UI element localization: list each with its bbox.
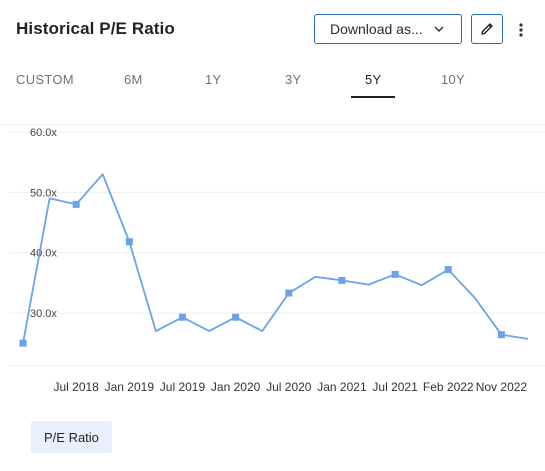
download-as-label: Download as... — [330, 21, 423, 37]
data-point[interactable] — [232, 313, 240, 321]
tab-5y[interactable]: 5Y — [365, 72, 382, 87]
x-tick-label: Jan 2020 — [211, 380, 261, 394]
data-point[interactable] — [285, 289, 293, 297]
data-point[interactable] — [497, 331, 505, 339]
legend-item-pe-ratio[interactable]: P/E Ratio — [31, 421, 112, 453]
tab-1y[interactable]: 1Y — [205, 72, 222, 87]
data-point[interactable] — [72, 200, 80, 208]
more-options-button[interactable] — [512, 18, 530, 42]
data-point[interactable] — [444, 266, 452, 274]
data-point[interactable] — [338, 276, 346, 284]
y-tick-label: 50.0x — [30, 187, 57, 199]
x-tick-label: Feb 2022 — [423, 380, 474, 394]
x-tick-label: Jul 2018 — [53, 380, 99, 394]
edit-button[interactable] — [471, 14, 503, 44]
tab-3y[interactable]: 3Y — [285, 72, 302, 87]
y-tick-label: 30.0x — [30, 308, 57, 320]
x-tick-label: Jan 2019 — [105, 380, 155, 394]
page-title: Historical P/E Ratio — [16, 19, 175, 38]
tabs-divider — [0, 124, 545, 125]
data-point[interactable] — [178, 313, 186, 321]
x-tick-label: Jan 2021 — [317, 380, 367, 394]
y-tick-label: 60.0x — [30, 127, 57, 139]
time-range-tabs: CUSTOM 6M 1Y 3Y 5Y 10Y — [0, 64, 545, 100]
series-line-pe-ratio — [22, 173, 529, 344]
data-point[interactable] — [125, 238, 133, 246]
pencil-icon — [481, 23, 493, 35]
data-point[interactable] — [19, 339, 27, 347]
tab-custom[interactable]: CUSTOM — [16, 72, 74, 87]
tab-10y[interactable]: 10Y — [441, 72, 466, 87]
data-point[interactable] — [391, 270, 399, 278]
x-tick-label: Jul 2019 — [160, 380, 206, 394]
chevron-down-icon — [434, 26, 444, 33]
pe-ratio-chart: 60.0x 50.0x 40.0x 30.0x Jul 2018 Jan 2019 Jul … — [10, 127, 545, 394]
y-tick-label: 40.0x — [30, 248, 57, 260]
x-tick-label: Jul 2021 — [372, 380, 418, 394]
legend-label: P/E Ratio — [44, 429, 99, 445]
tab-6m[interactable]: 6M — [124, 72, 143, 87]
active-tab-indicator — [351, 96, 395, 98]
download-as-button[interactable]: Download as... — [314, 14, 462, 44]
more-vertical-icon — [519, 23, 523, 37]
x-tick-label: Nov 2022 — [476, 380, 528, 394]
x-tick-label: Jul 2020 — [266, 380, 312, 394]
